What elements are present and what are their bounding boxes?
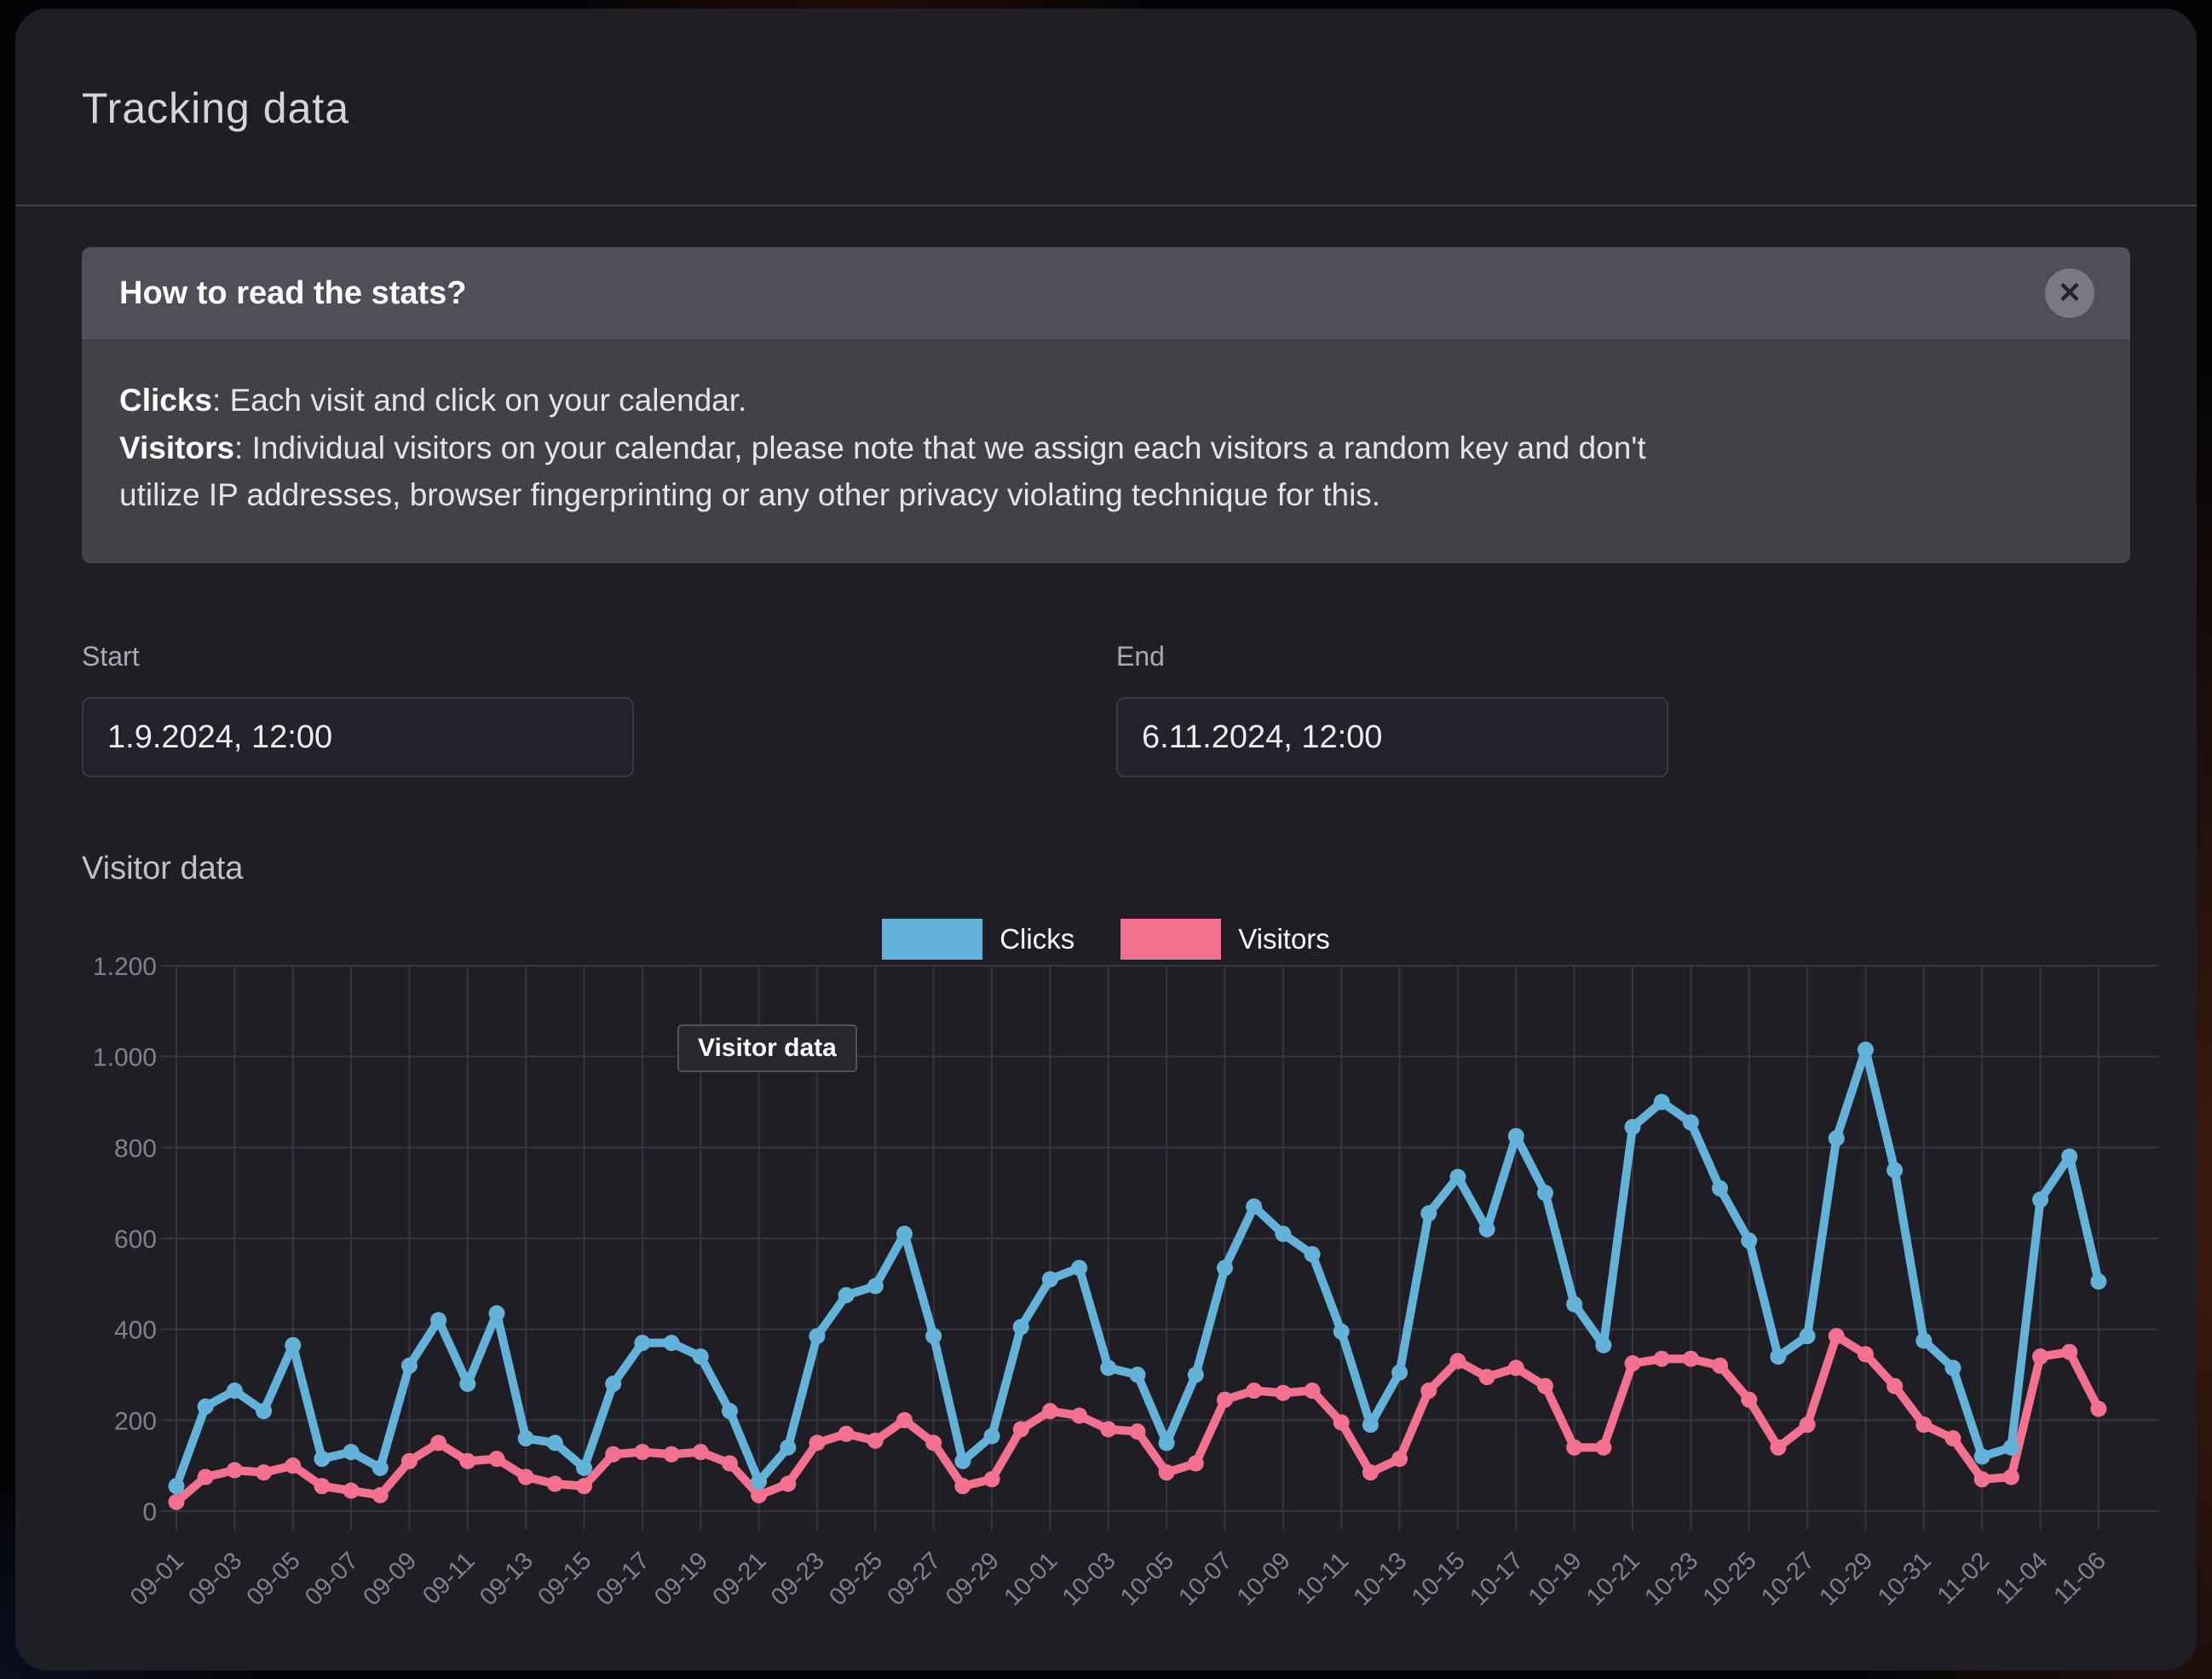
svg-text:1.000: 1.000 bbox=[93, 1044, 157, 1072]
svg-text:09-17: 09-17 bbox=[591, 1547, 655, 1611]
visitor-chart-canvas[interactable]: 02004006008001.0001.20009-0109-0309-0509… bbox=[15, 895, 2197, 1670]
svg-text:200: 200 bbox=[114, 1407, 157, 1435]
svg-text:10-11: 10-11 bbox=[1292, 1547, 1355, 1610]
clicks-legend-swatch bbox=[882, 919, 983, 960]
end-field-label: End bbox=[1116, 641, 1165, 672]
svg-text:10-09: 10-09 bbox=[1232, 1547, 1296, 1611]
start-date-input[interactable] bbox=[82, 697, 634, 777]
svg-text:10-01: 10-01 bbox=[999, 1547, 1063, 1611]
close-icon: ✕ bbox=[2057, 277, 2082, 309]
svg-text:400: 400 bbox=[114, 1317, 157, 1345]
svg-text:09-19: 09-19 bbox=[649, 1547, 713, 1611]
svg-text:09-07: 09-07 bbox=[300, 1547, 364, 1611]
svg-text:10-29: 10-29 bbox=[1814, 1547, 1878, 1611]
visitors-legend-label: Visitors bbox=[1238, 923, 1330, 955]
svg-text:10-23: 10-23 bbox=[1639, 1547, 1703, 1611]
info-banner-body: Clicks: Each visit and click on your cal… bbox=[82, 339, 2130, 563]
chart-section-heading: Visitor data bbox=[82, 851, 244, 886]
banner-line-visitors: Visitors: Individual visitors on your ca… bbox=[119, 424, 2093, 519]
info-banner-title: How to read the stats? bbox=[119, 274, 467, 311]
svg-text:09-13: 09-13 bbox=[475, 1547, 539, 1611]
svg-text:1.200: 1.200 bbox=[93, 953, 157, 981]
info-banner: How to read the stats? ✕ Clicks: Each vi… bbox=[82, 247, 2130, 563]
svg-text:10-13: 10-13 bbox=[1348, 1547, 1412, 1611]
svg-text:10-07: 10-07 bbox=[1173, 1547, 1237, 1611]
svg-text:09-29: 09-29 bbox=[941, 1547, 1005, 1611]
svg-text:09-05: 09-05 bbox=[242, 1547, 306, 1611]
clicks-description: : Each visit and click on your calendar. bbox=[212, 383, 747, 418]
info-banner-header: How to read the stats? ✕ bbox=[82, 247, 2130, 339]
svg-text:10-25: 10-25 bbox=[1698, 1547, 1762, 1611]
svg-text:10-21: 10-21 bbox=[1581, 1547, 1645, 1611]
svg-text:10-27: 10-27 bbox=[1756, 1547, 1820, 1611]
visitors-description-cont: utilize IP addresses, browser fingerprin… bbox=[119, 477, 1381, 512]
svg-text:09-09: 09-09 bbox=[358, 1547, 422, 1611]
svg-text:09-23: 09-23 bbox=[766, 1547, 830, 1611]
chart-legend: Clicks Visitors bbox=[15, 919, 2197, 960]
app-card: Tracking data How to read the stats? ✕ C… bbox=[15, 9, 2197, 1670]
svg-text:09-27: 09-27 bbox=[883, 1547, 947, 1611]
svg-text:11-06: 11-06 bbox=[2048, 1547, 2111, 1610]
svg-text:10-19: 10-19 bbox=[1524, 1547, 1587, 1611]
legend-item-visitors[interactable]: Visitors bbox=[1120, 919, 1330, 960]
visitors-term: Visitors bbox=[119, 430, 235, 465]
svg-text:600: 600 bbox=[114, 1226, 157, 1254]
svg-text:10-17: 10-17 bbox=[1465, 1547, 1529, 1611]
svg-text:11-02: 11-02 bbox=[1933, 1547, 1996, 1610]
start-field-label: Start bbox=[82, 641, 140, 672]
svg-text:10-31: 10-31 bbox=[1873, 1547, 1937, 1611]
banner-line-clicks: Clicks: Each visit and click on your cal… bbox=[119, 377, 2093, 424]
svg-text:10-05: 10-05 bbox=[1115, 1547, 1179, 1611]
svg-text:09-21: 09-21 bbox=[707, 1547, 771, 1611]
svg-text:09-25: 09-25 bbox=[824, 1547, 888, 1611]
svg-text:09-15: 09-15 bbox=[533, 1547, 596, 1611]
banner-close-button[interactable]: ✕ bbox=[2045, 268, 2094, 318]
visitors-legend-swatch bbox=[1120, 919, 1222, 960]
svg-text:10-03: 10-03 bbox=[1057, 1547, 1121, 1611]
svg-text:800: 800 bbox=[114, 1134, 157, 1163]
visitors-description: : Individual visitors on your calendar, … bbox=[234, 430, 1646, 465]
header-divider bbox=[15, 205, 2197, 206]
clicks-term: Clicks bbox=[119, 383, 213, 418]
page-title: Tracking data bbox=[82, 84, 350, 132]
chart-tooltip: Visitor data bbox=[677, 1024, 857, 1072]
svg-text:09-11: 09-11 bbox=[418, 1547, 481, 1610]
svg-text:10-15: 10-15 bbox=[1407, 1547, 1471, 1611]
svg-text:11-04: 11-04 bbox=[1990, 1547, 2054, 1610]
svg-text:09-01: 09-01 bbox=[125, 1547, 189, 1611]
chart-tooltip-text: Visitor data bbox=[698, 1034, 837, 1062]
end-date-input[interactable] bbox=[1116, 697, 1668, 777]
visitor-chart[interactable]: 0 200 400 600 800 1.000 1.200 09-01 09-03 09-05 09… bbox=[15, 895, 2197, 1670]
svg-text:0: 0 bbox=[142, 1498, 157, 1526]
legend-item-clicks[interactable]: Clicks bbox=[882, 919, 1074, 960]
svg-text:09-03: 09-03 bbox=[183, 1547, 247, 1611]
clicks-legend-label: Clicks bbox=[999, 923, 1075, 955]
